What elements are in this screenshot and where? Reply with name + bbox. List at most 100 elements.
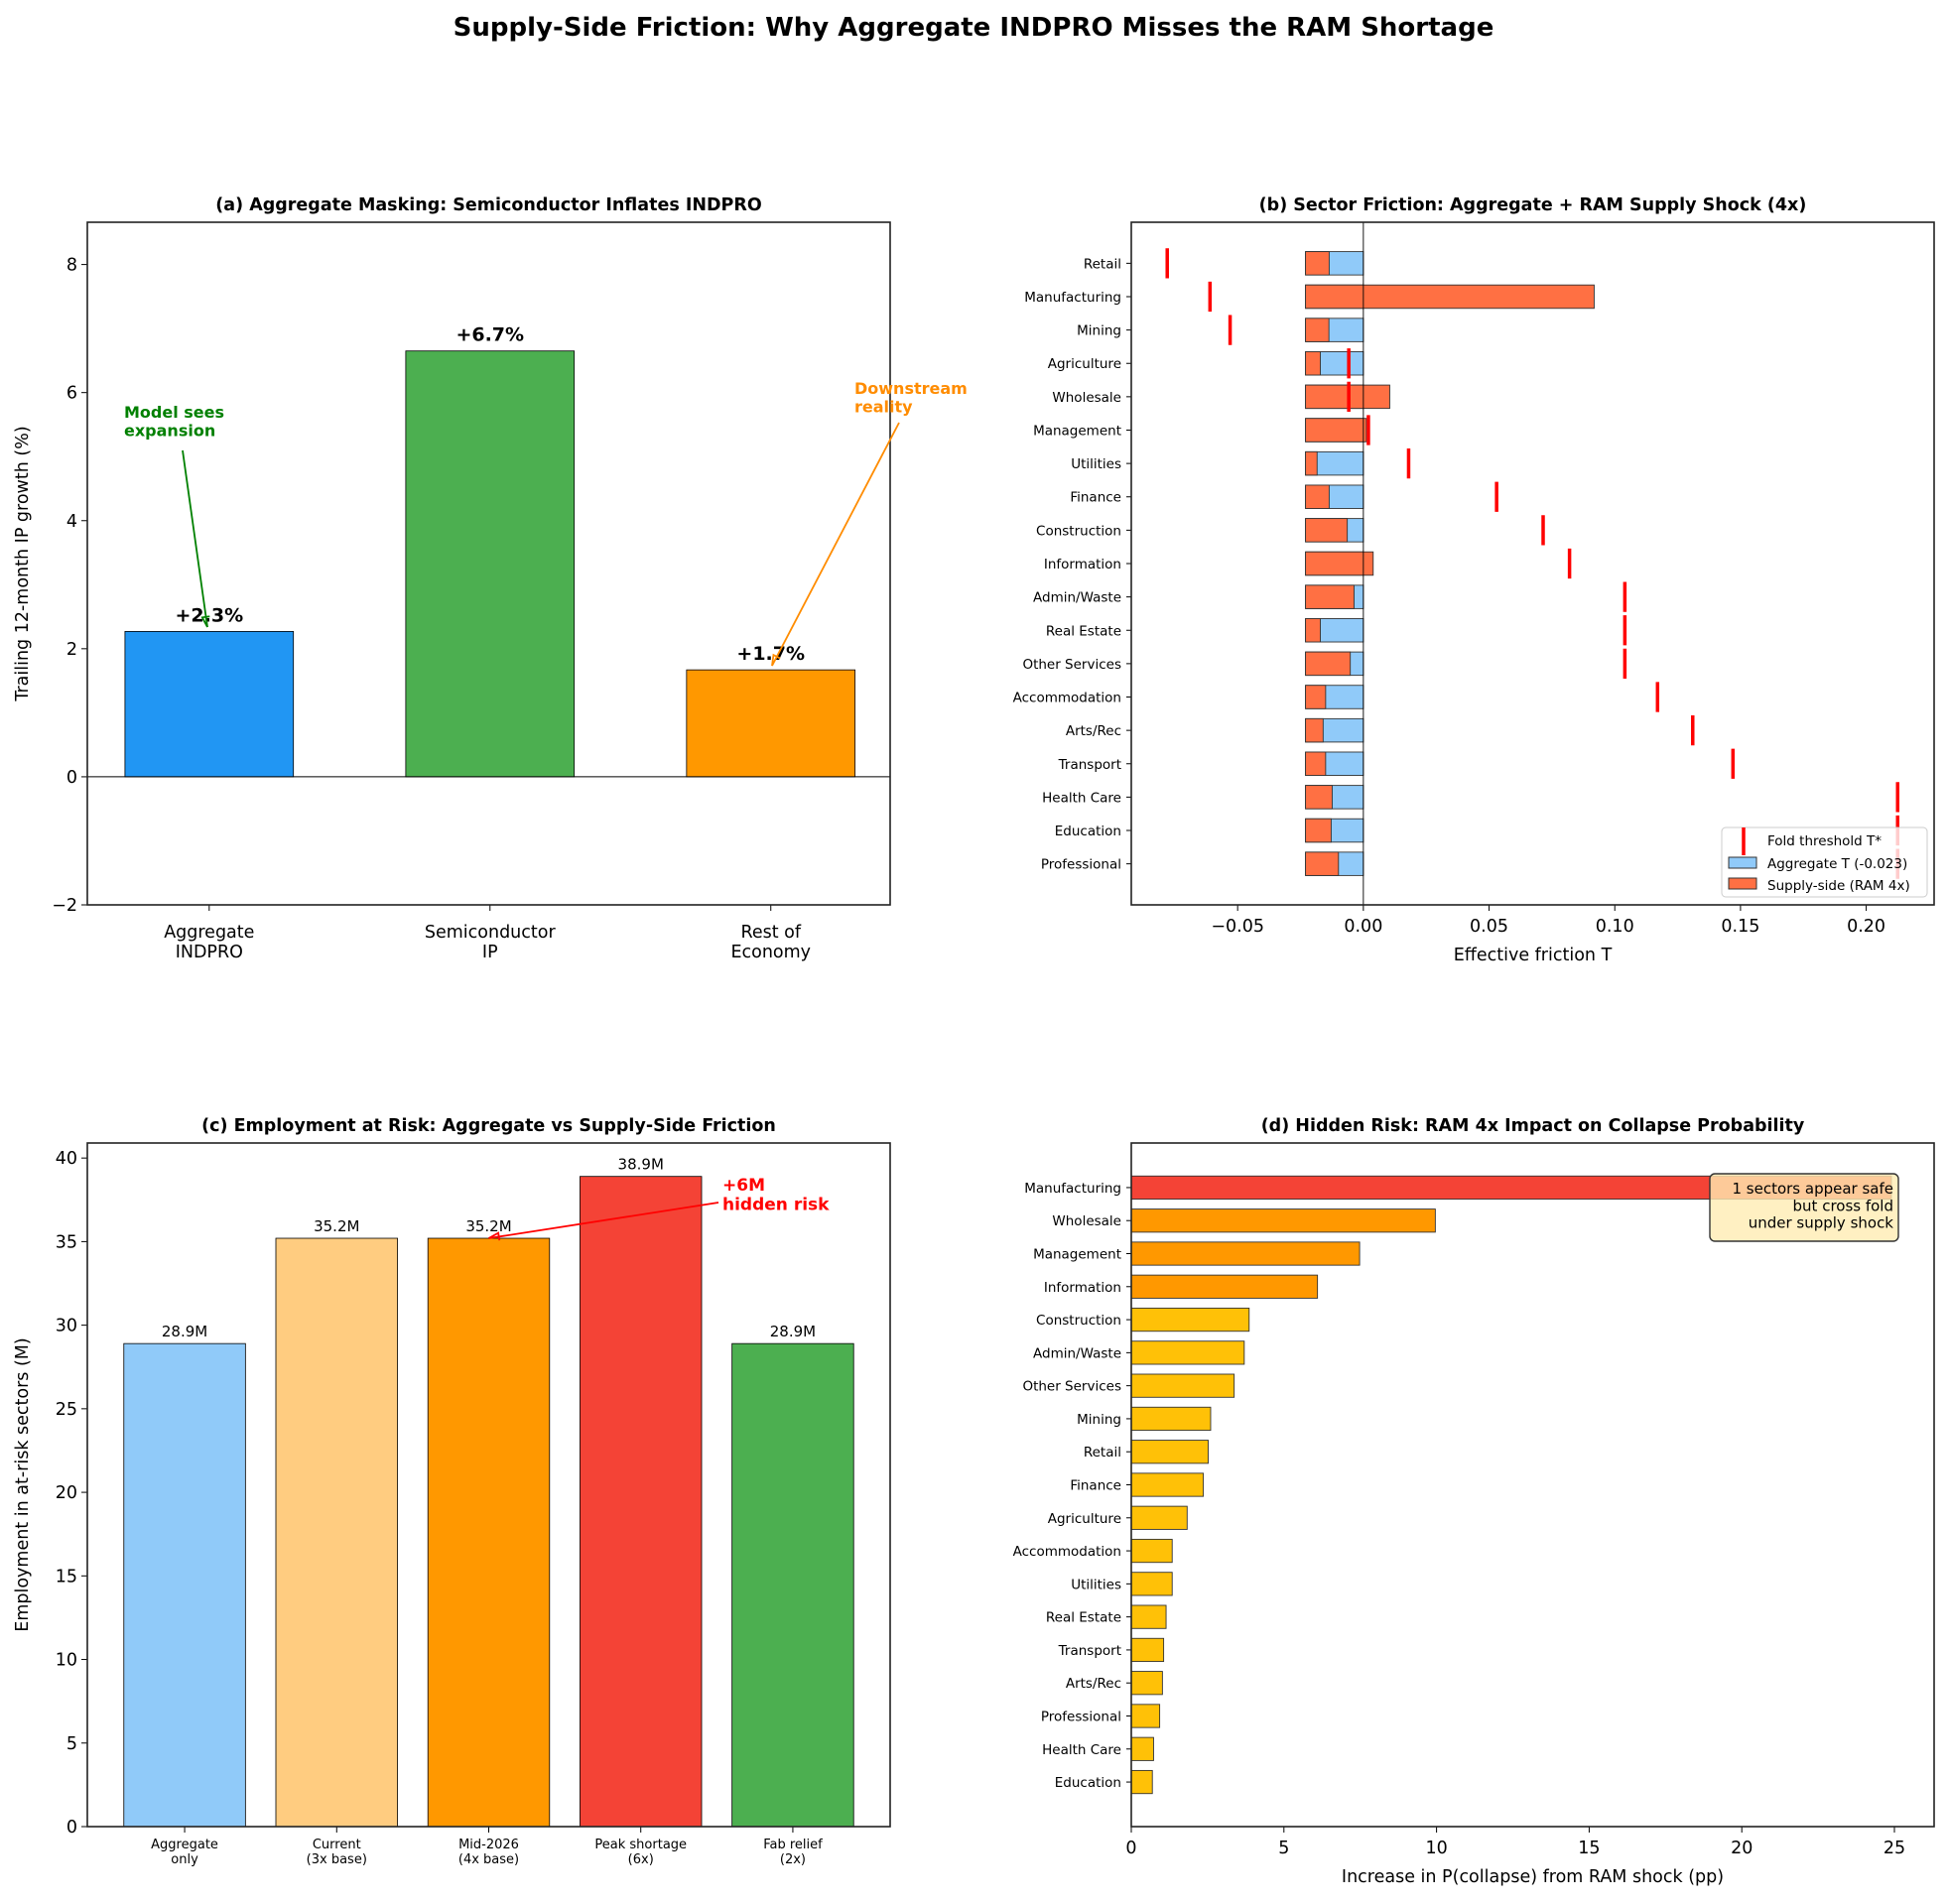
bar — [427, 1237, 551, 1828]
bar — [1130, 1604, 1167, 1629]
y-tick-label: Mining — [1077, 1412, 1121, 1428]
y-tick-label: Health Care — [1042, 790, 1121, 806]
y-tick-label: 0 — [66, 1818, 77, 1838]
legend-aggregate-swatch — [1728, 856, 1757, 869]
y-tick-label: Utilities — [1071, 456, 1121, 472]
y-tick-label: 0 — [66, 768, 77, 788]
data-label: +6.7% — [455, 324, 524, 346]
x-tick-label: Fab relief (2x) — [763, 1838, 823, 1867]
bar-supply-side — [1305, 584, 1355, 609]
y-tick-label: Transport — [1058, 1643, 1121, 1659]
bar — [1130, 1671, 1163, 1696]
bar — [1130, 1472, 1205, 1497]
y-tick-label: 20 — [56, 1483, 77, 1503]
data-label: 35.2M — [314, 1217, 359, 1235]
annotation-arrow-a1-line — [182, 449, 208, 628]
annotation-arrow-a2-line — [771, 422, 900, 667]
panel-title: (d) Hidden Risk: RAM 4x Impact on Collap… — [1261, 1116, 1805, 1136]
bar-supply-side — [1305, 651, 1352, 677]
y-tick-label: 4 — [66, 512, 77, 532]
x-tick-label: 0.00 — [1344, 917, 1382, 937]
data-label: 28.9M — [770, 1323, 816, 1340]
bar — [686, 669, 856, 778]
bar — [1130, 1307, 1250, 1333]
panel-title: (a) Aggregate Masking: Semiconductor Inf… — [215, 195, 761, 215]
bar — [1130, 1208, 1436, 1233]
y-tick-label: Manufacturing — [1024, 290, 1121, 306]
y-tick-label: 30 — [56, 1317, 77, 1336]
bar-supply-side — [1305, 484, 1330, 509]
annotation-box — [1709, 1173, 1899, 1242]
data-label: 28.9M — [162, 1323, 207, 1340]
y-tick-label: Other Services — [1022, 1379, 1121, 1395]
y-tick-label: Admin/Waste — [1033, 590, 1121, 606]
bar-supply-side — [1305, 251, 1330, 276]
x-tick-label: 25 — [1883, 1839, 1905, 1858]
panel-title: (b) Sector Friction: Aggregate + RAM Sup… — [1259, 195, 1807, 215]
y-tick-label: Information — [1044, 1280, 1121, 1296]
annotation-safe-sectors: 1 sectors appear safe but cross fold under… — [1732, 1180, 1893, 1232]
x-tick-label: 5 — [1278, 1839, 1289, 1858]
bar — [1130, 1637, 1165, 1663]
axes-frame — [86, 1142, 891, 1828]
x-tick-label: 0.20 — [1847, 917, 1885, 937]
y-tick-label: Arts/Rec — [1066, 1676, 1121, 1692]
y-tick-label: Manufacturing — [1024, 1181, 1121, 1197]
y-tick-label: 2 — [66, 640, 77, 660]
y-tick-label: Retail — [1084, 256, 1121, 272]
bar-supply-side — [1305, 317, 1330, 342]
bar-supply-side — [1305, 751, 1327, 776]
y-tick-label: Accommodation — [1013, 691, 1121, 706]
axes-frame — [1130, 221, 1935, 906]
panel-title: (c) Employment at Risk: Aggregate vs Sup… — [201, 1116, 776, 1136]
legend-supply-swatch — [1728, 877, 1757, 890]
bar — [1130, 1373, 1235, 1398]
y-tick-label: Education — [1055, 1775, 1121, 1791]
y-tick-label: 25 — [56, 1400, 77, 1420]
y-tick-label: Real Estate — [1046, 623, 1121, 639]
y-tick-label: Professional — [1041, 857, 1121, 873]
bar — [405, 350, 576, 778]
bar — [1130, 1505, 1188, 1530]
data-label: 38.9M — [618, 1156, 664, 1174]
panel-b: Retail Manufacturing Mining Agriculture Whol… — [1013, 195, 1935, 965]
bar — [123, 1342, 246, 1828]
y-tick-label: Health Care — [1042, 1742, 1121, 1758]
bar — [1130, 1538, 1173, 1564]
bar — [124, 631, 295, 778]
y-tick-label: 40 — [56, 1149, 77, 1169]
y-tick-label: Agriculture — [1048, 1511, 1121, 1527]
y-tick-label: Wholesale — [1052, 1213, 1121, 1229]
x-tick-label: Aggregate INDPRO — [164, 923, 254, 962]
bar-supply-side — [1305, 685, 1327, 709]
panel-a: +2.3%Aggregate INDPRO+6.7%Semiconductor IP… — [13, 195, 968, 962]
figure-title: Supply-Side Friction: Why Aggregate INDP… — [454, 13, 1494, 43]
y-tick-label: Finance — [1070, 1478, 1121, 1494]
y-tick-label: Admin/Waste — [1033, 1345, 1121, 1361]
axes-frame — [86, 221, 891, 906]
y-axis-label: Employment in at-risk sectors (M) — [13, 1337, 33, 1631]
bar — [731, 1342, 854, 1828]
x-tick-label: Semiconductor IP — [425, 923, 557, 962]
bar — [1130, 1704, 1161, 1728]
bar-supply-side — [1305, 284, 1595, 310]
axes-frame — [1130, 1142, 1935, 1828]
bar-supply-side — [1305, 717, 1324, 743]
annotation-arrow-c-line — [488, 1202, 719, 1239]
legend-box — [1721, 826, 1928, 898]
y-tick-label: Mining — [1077, 323, 1121, 339]
legend: Fold threshold T* Aggregate T (-0.023) Sup… — [1721, 826, 1928, 898]
bar — [275, 1237, 398, 1828]
bar-supply-side — [1305, 851, 1340, 876]
annotation-arrow-a2-head — [771, 653, 781, 667]
y-tick-label: Arts/Rec — [1066, 723, 1121, 739]
x-tick-label: 15 — [1578, 1839, 1600, 1858]
bar — [1130, 1769, 1153, 1795]
y-tick-label: Construction — [1036, 1313, 1121, 1329]
bar — [1130, 1440, 1209, 1464]
y-tick-label: Information — [1044, 557, 1121, 572]
y-tick-label: 35 — [56, 1232, 77, 1252]
legend-label: Aggregate T (-0.023) — [1767, 856, 1907, 872]
data-label: +1.7% — [736, 643, 805, 665]
